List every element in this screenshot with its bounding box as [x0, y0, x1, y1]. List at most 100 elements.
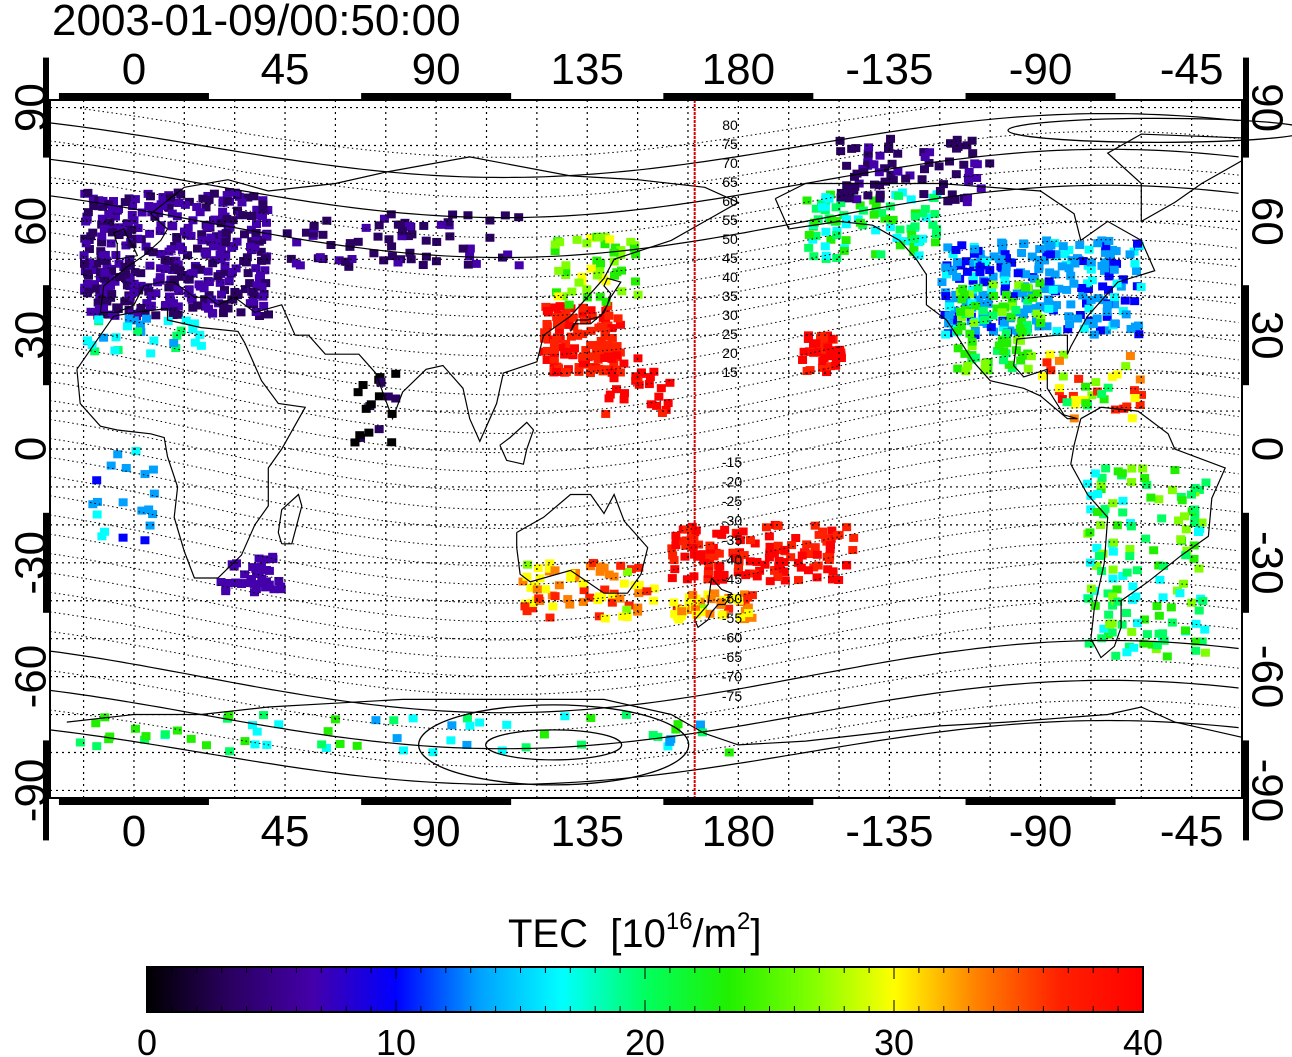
tec-cell — [970, 301, 980, 310]
tec-cell — [364, 428, 374, 437]
tec-cell — [315, 253, 325, 262]
tec-cell — [447, 721, 457, 730]
tec-cell — [471, 259, 481, 268]
tec-cell — [1159, 636, 1169, 645]
tec-cell — [1112, 259, 1122, 268]
tec-cell — [195, 330, 205, 339]
tec-cell — [92, 284, 102, 293]
tec-cell — [393, 258, 403, 267]
tec-cell — [1042, 358, 1052, 367]
tec-cell — [821, 227, 831, 236]
tec-cell — [400, 218, 410, 227]
tec-cell — [141, 732, 151, 741]
tec-cell — [246, 225, 256, 234]
tec-cell — [607, 598, 617, 607]
tec-cell — [222, 191, 232, 200]
tec-cell — [654, 392, 664, 401]
tec-cell — [1190, 518, 1200, 527]
tec-cell — [816, 343, 826, 352]
tec-cell — [221, 229, 231, 238]
tec-cell — [222, 214, 232, 223]
tec-cell — [141, 314, 151, 323]
tec-cell — [1001, 262, 1011, 271]
tec-cell — [1084, 304, 1094, 313]
tec-cell — [871, 226, 881, 235]
contour-label-south: -70 — [722, 669, 742, 685]
tec-cell — [985, 159, 995, 168]
tec-cell — [155, 273, 165, 282]
tec-cell — [207, 308, 217, 317]
tec-cell — [1180, 512, 1190, 521]
tec-cell — [1130, 393, 1140, 402]
tec-cell — [257, 579, 267, 588]
tec-cell — [1023, 364, 1033, 373]
tec-cell — [1126, 522, 1136, 531]
coast-borneo — [499, 421, 535, 465]
tec-cell — [963, 193, 973, 202]
tec-cell — [539, 334, 549, 343]
tec-cell — [240, 570, 250, 579]
tec-cell — [583, 353, 593, 362]
tec-cell — [373, 232, 383, 241]
tec-cell — [121, 270, 131, 279]
tec-cell — [802, 196, 812, 205]
tec-cell — [1092, 543, 1102, 552]
tec-cell — [1102, 326, 1112, 335]
tec-cell — [875, 181, 885, 190]
tec-cell — [465, 244, 475, 253]
tec-cell — [631, 250, 641, 259]
tec-cell — [118, 498, 128, 507]
tec-cell — [616, 250, 626, 259]
tec-cell — [210, 215, 220, 224]
tec-cell — [1000, 280, 1010, 289]
tec-cell — [282, 229, 292, 238]
tec-cell — [919, 148, 929, 157]
tec-cell — [1110, 319, 1120, 328]
tec-cell — [190, 338, 200, 347]
tec-cell — [871, 250, 881, 259]
tec-cell — [236, 308, 246, 317]
tec-cell — [542, 346, 552, 355]
coast-australia — [516, 493, 649, 594]
tec-cell — [254, 554, 264, 563]
tec-cell — [880, 214, 890, 223]
tec-cell — [671, 537, 681, 546]
tec-cell — [518, 577, 528, 586]
tec-cell — [222, 197, 232, 206]
tec-cell — [1102, 301, 1112, 310]
tec-cell — [137, 506, 147, 515]
top-lon-tick-label: 135 — [551, 45, 624, 94]
tec-cell — [730, 595, 740, 604]
tec-cell — [216, 219, 226, 228]
tec-cell — [703, 575, 713, 584]
tec-cell — [841, 220, 851, 229]
tec-cell — [149, 336, 159, 345]
tec-cell — [1162, 652, 1172, 661]
tec-cell — [803, 331, 813, 340]
tec-cell — [1040, 285, 1050, 294]
tec-cell — [1087, 391, 1097, 400]
tec-cell — [172, 212, 182, 221]
tec-cell — [261, 555, 271, 564]
tec-cell — [127, 309, 137, 318]
contour-label-north: 45 — [722, 250, 738, 266]
tec-cell — [1107, 258, 1117, 267]
tec-cell — [1112, 585, 1122, 594]
tec-cell — [1084, 245, 1094, 254]
tec-cell — [334, 256, 344, 265]
tec-cell — [831, 361, 841, 370]
tec-cell — [835, 136, 845, 145]
tec-cell — [969, 263, 979, 272]
tec-cell — [773, 573, 783, 582]
colorbar-tick-label: 10 — [376, 1022, 416, 1057]
tec-cell — [1140, 474, 1150, 483]
tec-cell — [554, 581, 564, 590]
tec-cell — [130, 195, 140, 204]
right-axis-bar — [1243, 626, 1249, 727]
tec-cell — [705, 545, 715, 554]
tec-cell — [379, 214, 389, 223]
tec-cell — [91, 719, 101, 728]
tec-cell — [1118, 496, 1128, 505]
tec-cell — [969, 249, 979, 258]
tec-cell — [827, 526, 837, 535]
